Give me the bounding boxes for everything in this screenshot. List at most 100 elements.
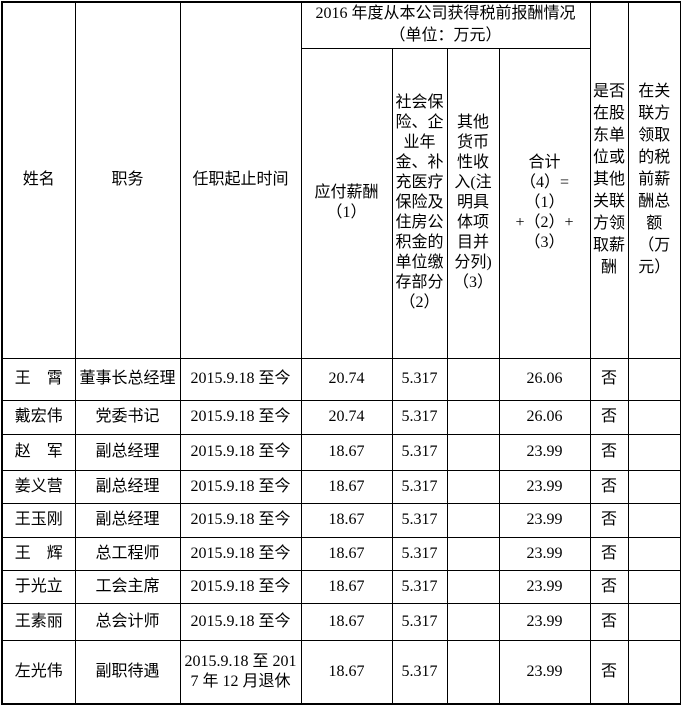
payable-cell: 20.74: [300, 357, 393, 401]
related-amount-cell: [627, 639, 681, 705]
header-total-col: 合计 （4）=（1） +（2）+（3）: [498, 47, 591, 359]
header-row-2: 应付薪酬 （1） 社会保险、企业年金、补充医疗保险及住房公积金的单位缴存部分（2…: [2, 47, 681, 359]
header-payable-col: 应付薪酬 （1）: [300, 47, 393, 359]
position-cell: 副职待遇: [74, 639, 181, 705]
position-cell: 副总经理: [74, 433, 181, 471]
table-row: 赵 军 副总经理 2015.9.18 至今 18.67 5.317 23.99 …: [1, 433, 681, 471]
total-cell: 23.99: [498, 569, 591, 604]
header-other-income-col: 其他货币性收入(注明具体项目并分列)（3）: [446, 47, 500, 359]
shareholder-flag-cell: 否: [589, 536, 629, 571]
related-amount-cell: [627, 399, 681, 435]
term-cell: 2015.9.18 至今: [179, 602, 302, 641]
position-cell: 副总经理: [74, 469, 181, 504]
name-cell: 王素丽: [1, 602, 76, 641]
social-cell: 5.317: [391, 399, 448, 435]
payable-cell: 18.67: [300, 569, 393, 604]
header-row-1: 姓名 职务 任职起止时间 2016 年度从本公司获得税前报酬情况 （单位：万元）…: [1, 1, 681, 359]
table-row: 左光伟 副职待遇 2015.9.18 至 2017 年 12 月退休 18.67…: [1, 639, 681, 705]
shareholder-flag-cell: 否: [589, 569, 629, 604]
name-cell: 左光伟: [1, 639, 76, 705]
other-income-cell: [446, 602, 500, 641]
term-cell: 2015.9.18 至今: [179, 502, 302, 538]
table-row: 王 霄 董事长总经理 2015.9.18 至今 20.74 5.317 26.0…: [1, 357, 681, 401]
payable-cell: 18.67: [300, 469, 393, 504]
header-name-col: 姓名: [1, 1, 76, 359]
other-income-cell: [446, 357, 500, 401]
table-row: 姜义营 副总经理 2015.9.18 至今 18.67 5.317 23.99 …: [1, 469, 681, 504]
term-cell: 2015.9.18 至今: [179, 433, 302, 471]
social-cell: 5.317: [391, 433, 448, 471]
shareholder-flag-cell: 否: [589, 433, 629, 471]
related-amount-cell: [627, 602, 681, 641]
social-cell: 5.317: [391, 639, 448, 705]
name-cell: 姜义营: [1, 469, 76, 504]
payable-cell: 18.67: [300, 536, 393, 571]
position-cell: 副总经理: [74, 502, 181, 538]
term-cell: 2015.9.18 至今: [179, 569, 302, 604]
position-cell: 党委书记: [74, 399, 181, 435]
header-compensation-group: 2016 年度从本公司获得税前报酬情况 （单位：万元）: [300, 1, 591, 49]
header-related-party-amount-col: 在关联方领取的税前薪酬总额（万元）: [627, 1, 681, 359]
other-income-cell: [446, 536, 500, 571]
total-cell: 23.99: [498, 469, 591, 504]
header-position-col: 职务: [74, 1, 181, 359]
table-row: 戴宏伟 党委书记 2015.9.18 至今 20.74 5.317 26.06 …: [1, 399, 681, 435]
shareholder-flag-cell: 否: [589, 602, 629, 641]
name-cell: 王 霄: [1, 357, 76, 401]
table-row: 王玉刚 副总经理 2015.9.18 至今 18.67 5.317 23.99 …: [1, 502, 681, 538]
total-cell: 23.99: [498, 602, 591, 641]
total-cell: 26.06: [498, 357, 591, 401]
shareholder-flag-cell: 否: [589, 399, 629, 435]
header-shareholder-flag-col: 是否在股东单位或其他关联方领取薪酬: [589, 1, 629, 359]
payable-cell: 18.67: [300, 639, 393, 705]
total-cell: 23.99: [498, 433, 591, 471]
other-income-cell: [446, 399, 500, 435]
term-cell: 2015.9.18 至 2017 年 12 月退休: [179, 639, 302, 705]
name-cell: 王玉刚: [1, 502, 76, 538]
shareholder-flag-cell: 否: [589, 357, 629, 401]
position-cell: 总会计师: [74, 602, 181, 641]
other-income-cell: [446, 469, 500, 504]
name-cell: 王 辉: [1, 536, 76, 571]
social-cell: 5.317: [391, 502, 448, 538]
social-cell: 5.317: [391, 602, 448, 641]
position-cell: 工会主席: [74, 569, 181, 604]
total-cell: 26.06: [498, 399, 591, 435]
related-amount-cell: [627, 433, 681, 471]
term-cell: 2015.9.18 至今: [179, 399, 302, 435]
related-amount-cell: [627, 469, 681, 504]
payable-cell: 18.67: [300, 433, 393, 471]
other-income-cell: [446, 639, 500, 705]
term-cell: 2015.9.18 至今: [179, 469, 302, 504]
social-cell: 5.317: [391, 569, 448, 604]
other-income-cell: [446, 569, 500, 604]
total-cell: 23.99: [498, 639, 591, 705]
total-cell: 23.99: [498, 536, 591, 571]
table-row: 王 辉 总工程师 2015.9.18 至今 18.67 5.317 23.99 …: [1, 536, 681, 571]
payable-cell: 18.67: [300, 502, 393, 538]
table-row: 于光立 工会主席 2015.9.18 至今 18.67 5.317 23.99 …: [1, 569, 681, 604]
payable-cell: 18.67: [300, 602, 393, 641]
shareholder-flag-cell: 否: [589, 639, 629, 705]
other-income-cell: [446, 502, 500, 538]
social-cell: 5.317: [391, 469, 448, 504]
other-income-cell: [446, 433, 500, 471]
header-social-insurance-col: 社会保险、企业年金、补充医疗保险及住房公积金的单位缴存部分（2）: [391, 47, 448, 359]
name-cell: 戴宏伟: [1, 399, 76, 435]
related-amount-cell: [627, 536, 681, 571]
term-cell: 2015.9.18 至今: [179, 536, 302, 571]
social-cell: 5.317: [391, 357, 448, 401]
name-cell: 于光立: [1, 569, 76, 604]
total-cell: 23.99: [498, 502, 591, 538]
shareholder-flag-cell: 否: [589, 469, 629, 504]
shareholder-flag-cell: 否: [589, 502, 629, 538]
position-cell: 董事长总经理: [74, 357, 181, 401]
payable-cell: 20.74: [300, 399, 393, 435]
position-cell: 总工程师: [74, 536, 181, 571]
term-cell: 2015.9.18 至今: [179, 357, 302, 401]
related-amount-cell: [627, 502, 681, 538]
table-row: 王素丽 总会计师 2015.9.18 至今 18.67 5.317 23.99 …: [1, 602, 681, 641]
related-amount-cell: [627, 569, 681, 604]
name-cell: 赵 军: [1, 433, 76, 471]
